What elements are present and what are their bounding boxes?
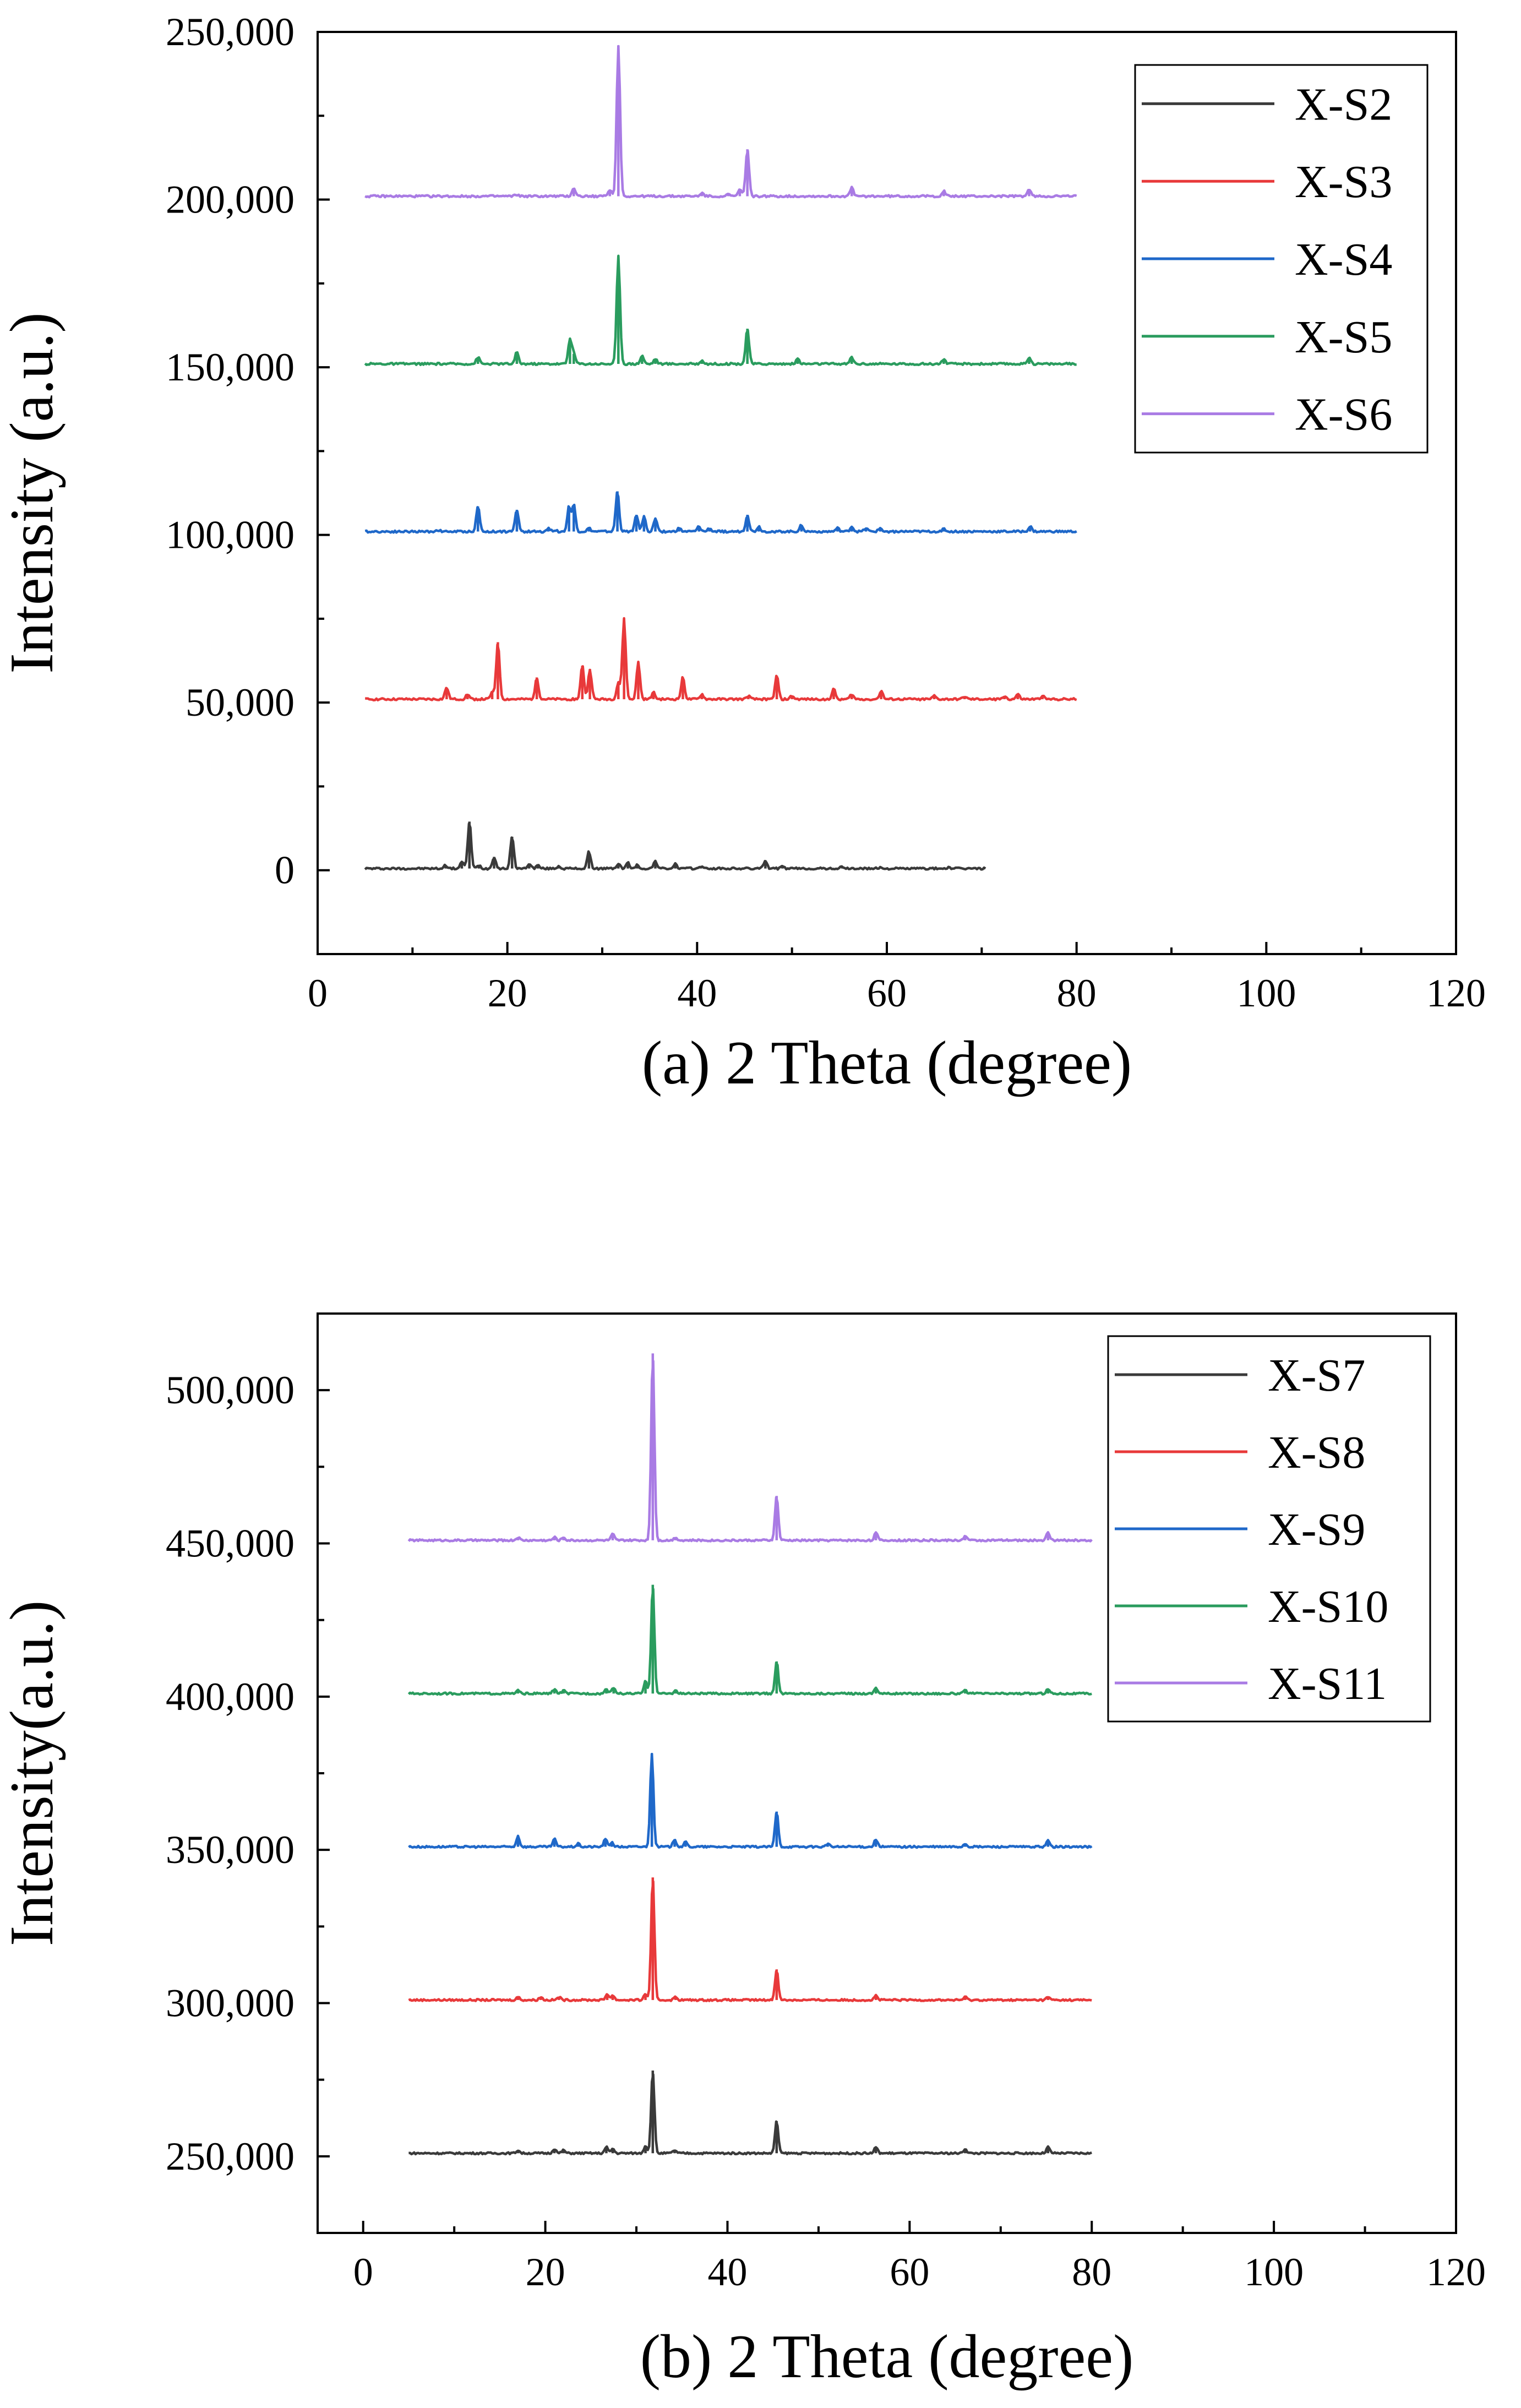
legend-label: X-S9 — [1268, 1504, 1365, 1555]
y-tick-label: 500,000 — [166, 1368, 295, 1412]
legend-label: X-S3 — [1295, 156, 1392, 208]
legend-label: X-S4 — [1295, 234, 1392, 285]
x-tick-label: 40 — [677, 971, 717, 1015]
x-tick-label: 80 — [1072, 2250, 1111, 2294]
series-line-x-s5 — [364, 254, 1077, 367]
legend-label: X-S8 — [1268, 1427, 1365, 1478]
x-tick-label: 20 — [488, 971, 527, 1015]
legend-label: X-S7 — [1268, 1350, 1365, 1401]
x-tick-label: 120 — [1426, 971, 1486, 1015]
y-axis: 250,000 300,000 350,000 400,000 450,000 500,0… — [166, 1312, 330, 2234]
y-tick-label: 150,000 — [166, 345, 295, 389]
series-line-x-s10 — [407, 1588, 1092, 1696]
series-line-x-s3 — [365, 617, 1077, 702]
y-tick-label: 300,000 — [166, 1981, 295, 2025]
y-tick-label: 250,000 — [166, 2134, 295, 2178]
x-tick-label: 0 — [308, 971, 328, 1015]
series-line-x-s7 — [408, 2073, 1092, 2156]
x-tick-label: 20 — [526, 2250, 565, 2294]
y-tick-label: 0 — [275, 848, 295, 892]
y-axis: 0 50,000 100,000 150,000 200,000 250,000 — [166, 10, 330, 955]
legend-label: X-S5 — [1295, 312, 1392, 363]
panel-a-chart: 0 20 40 60 80 100 120 0 50,000 100,000 150,000 200,… — [0, 10, 1486, 1097]
x-tick-label: 100 — [1236, 971, 1296, 1015]
series-line-x-s9 — [408, 1752, 1093, 1849]
series-group — [407, 1353, 1093, 2156]
x-tick-label: 100 — [1244, 2250, 1304, 2294]
series-group — [364, 45, 1077, 871]
x-tick-label: 60 — [867, 971, 907, 1015]
series-line-x-s11 — [407, 1360, 1093, 1543]
legend-label: X-S10 — [1268, 1581, 1388, 1632]
x-tick-label: 80 — [1057, 971, 1097, 1015]
series-line-x-s4 — [364, 491, 1077, 534]
legend-label: X-S2 — [1295, 79, 1392, 130]
x-axis-label: (a) 2 Theta (degree) — [642, 1029, 1132, 1097]
x-tick-label: 60 — [890, 2250, 929, 2294]
y-tick-label: 350,000 — [166, 1828, 295, 1872]
y-tick-label: 450,000 — [166, 1522, 295, 1566]
panel-b-chart: 0 20 40 60 80 100 120 250,000 300,000 350,000 400,… — [0, 1312, 1486, 2391]
x-tick-label: 0 — [353, 2250, 373, 2294]
x-axis-label: (b) 2 Theta (degree) — [640, 2323, 1134, 2391]
y-tick-label: 50,000 — [186, 680, 295, 724]
y-axis-label: Intensity (a.u.) — [0, 312, 66, 673]
legend: X-S2 X-S3 X-S4 X-S5 X-S6 — [1134, 64, 1429, 454]
y-tick-label: 400,000 — [166, 1675, 295, 1719]
x-axis: 0 20 40 60 80 100 120 — [308, 942, 1486, 1015]
legend-label: X-S11 — [1268, 1658, 1387, 1709]
series-line-x-s2 — [364, 822, 986, 871]
x-tick-label: 40 — [707, 2250, 747, 2294]
y-tick-label: 100,000 — [166, 513, 295, 557]
legend-label: X-S6 — [1295, 389, 1392, 440]
series-line-x-s8 — [408, 1880, 1092, 2002]
legend: X-S7 X-S8 X-S9 X-S10 X-S11 — [1107, 1335, 1431, 1723]
series-line-x-s6 — [364, 45, 1077, 199]
y-tick-label: 250,000 — [166, 10, 295, 54]
y-axis-label: Intensity(a.u.) — [0, 1600, 66, 1946]
x-axis: 0 20 40 60 80 100 120 — [353, 2221, 1486, 2294]
y-tick-label: 200,000 — [166, 178, 295, 222]
x-tick-label: 120 — [1426, 2250, 1486, 2294]
